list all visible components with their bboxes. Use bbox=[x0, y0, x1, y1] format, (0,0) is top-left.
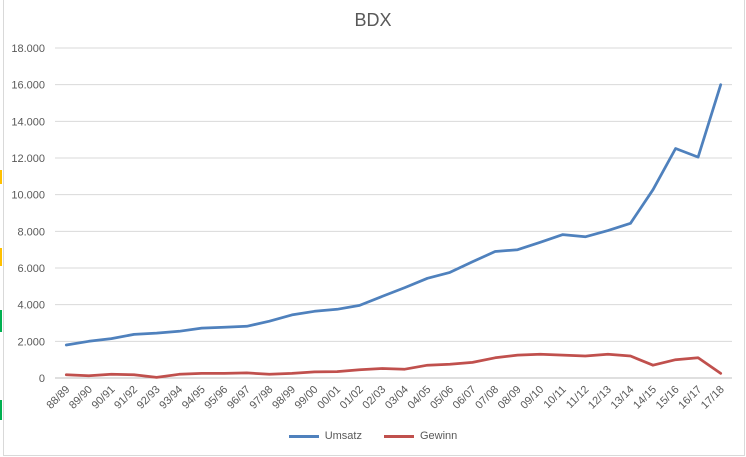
y-tick-labels: 0 2.000 4.000 6.000 8.000 10.000 12.000 14.000 1… bbox=[11, 43, 45, 385]
x-tick-label: 13/14 bbox=[609, 384, 637, 412]
legend-swatch bbox=[288, 434, 319, 438]
x-tick-label: 91/92 bbox=[112, 384, 140, 412]
legend-item: Umsatz bbox=[288, 430, 362, 442]
legend-label: Umsatz bbox=[324, 430, 362, 442]
x-tick-label: 95/96 bbox=[202, 384, 230, 412]
x-tick-label: 02/03 bbox=[360, 384, 388, 412]
y-tick-label: 4.000 bbox=[17, 300, 45, 312]
x-tick-label: 16/17 bbox=[676, 384, 704, 412]
x-tick-label: 09/10 bbox=[518, 384, 546, 412]
x-tick-label: 00/01 bbox=[315, 384, 343, 412]
edge-mark bbox=[0, 400, 2, 420]
x-tick-label: 88/89 bbox=[44, 384, 72, 412]
x-tick-label: 93/94 bbox=[157, 384, 185, 412]
legend-item: Gewinn bbox=[383, 430, 458, 442]
y-tick-label: 10.000 bbox=[11, 190, 45, 202]
x-tick-label: 92/93 bbox=[135, 384, 163, 412]
x-tick-label: 01/02 bbox=[338, 384, 366, 412]
x-tick-label: 10/11 bbox=[541, 384, 568, 411]
x-tick-label: 14/15 bbox=[631, 384, 659, 412]
edge-mark bbox=[0, 310, 2, 332]
edge-marks bbox=[0, 0, 3, 457]
series-lines bbox=[64, 83, 723, 379]
x-tick-label: 04/05 bbox=[406, 384, 434, 412]
x-tick-label: 08/09 bbox=[496, 384, 524, 412]
y-tick-label: 14.000 bbox=[11, 116, 45, 128]
x-tick-label: 07/08 bbox=[473, 384, 501, 412]
chart-frame bbox=[3, 0, 745, 456]
x-tick-label: 17/18 bbox=[699, 384, 727, 412]
series-line-gewinn bbox=[64, 352, 723, 379]
y-tick-label: 8.000 bbox=[17, 226, 45, 238]
x-tick-label: 05/06 bbox=[428, 384, 456, 412]
y-tick-label: 6.000 bbox=[17, 263, 45, 275]
series-line-umsatz bbox=[64, 83, 723, 347]
y-tick-label: 2.000 bbox=[17, 336, 45, 348]
x-tick-label: 15/16 bbox=[654, 384, 682, 412]
x-tick-label: 03/04 bbox=[383, 384, 411, 412]
x-tick-label: 89/90 bbox=[67, 384, 95, 412]
x-tick-label: 98/99 bbox=[270, 384, 298, 412]
gridlines bbox=[55, 47, 732, 379]
x-tick-label: 12/13 bbox=[586, 384, 614, 412]
x-tick-labels: 88/8989/9090/9191/9292/9393/9494/9595/96… bbox=[44, 384, 726, 412]
y-tick-label: 12.000 bbox=[11, 153, 45, 165]
x-tick-label: 99/00 bbox=[293, 384, 321, 412]
x-tick-label: 97/98 bbox=[248, 384, 276, 412]
y-tick-label: 18.000 bbox=[11, 43, 45, 55]
y-tick-label: 0 bbox=[39, 373, 45, 385]
x-tick-label: 11/12 bbox=[564, 384, 591, 411]
edge-mark bbox=[0, 170, 2, 184]
y-tick-label: 16.000 bbox=[11, 80, 45, 92]
x-tick-label: 90/91 bbox=[90, 384, 118, 412]
x-tick-label: 96/97 bbox=[225, 384, 253, 412]
x-tick-label: 94/95 bbox=[180, 384, 208, 412]
legend-label: Gewinn bbox=[419, 430, 458, 442]
chart-title: BDX bbox=[354, 10, 392, 30]
x-tick-label: 06/07 bbox=[451, 384, 479, 412]
legend-swatch bbox=[383, 434, 414, 438]
legend: Umsatz Gewinn bbox=[0, 430, 746, 442]
edge-mark bbox=[0, 248, 2, 266]
